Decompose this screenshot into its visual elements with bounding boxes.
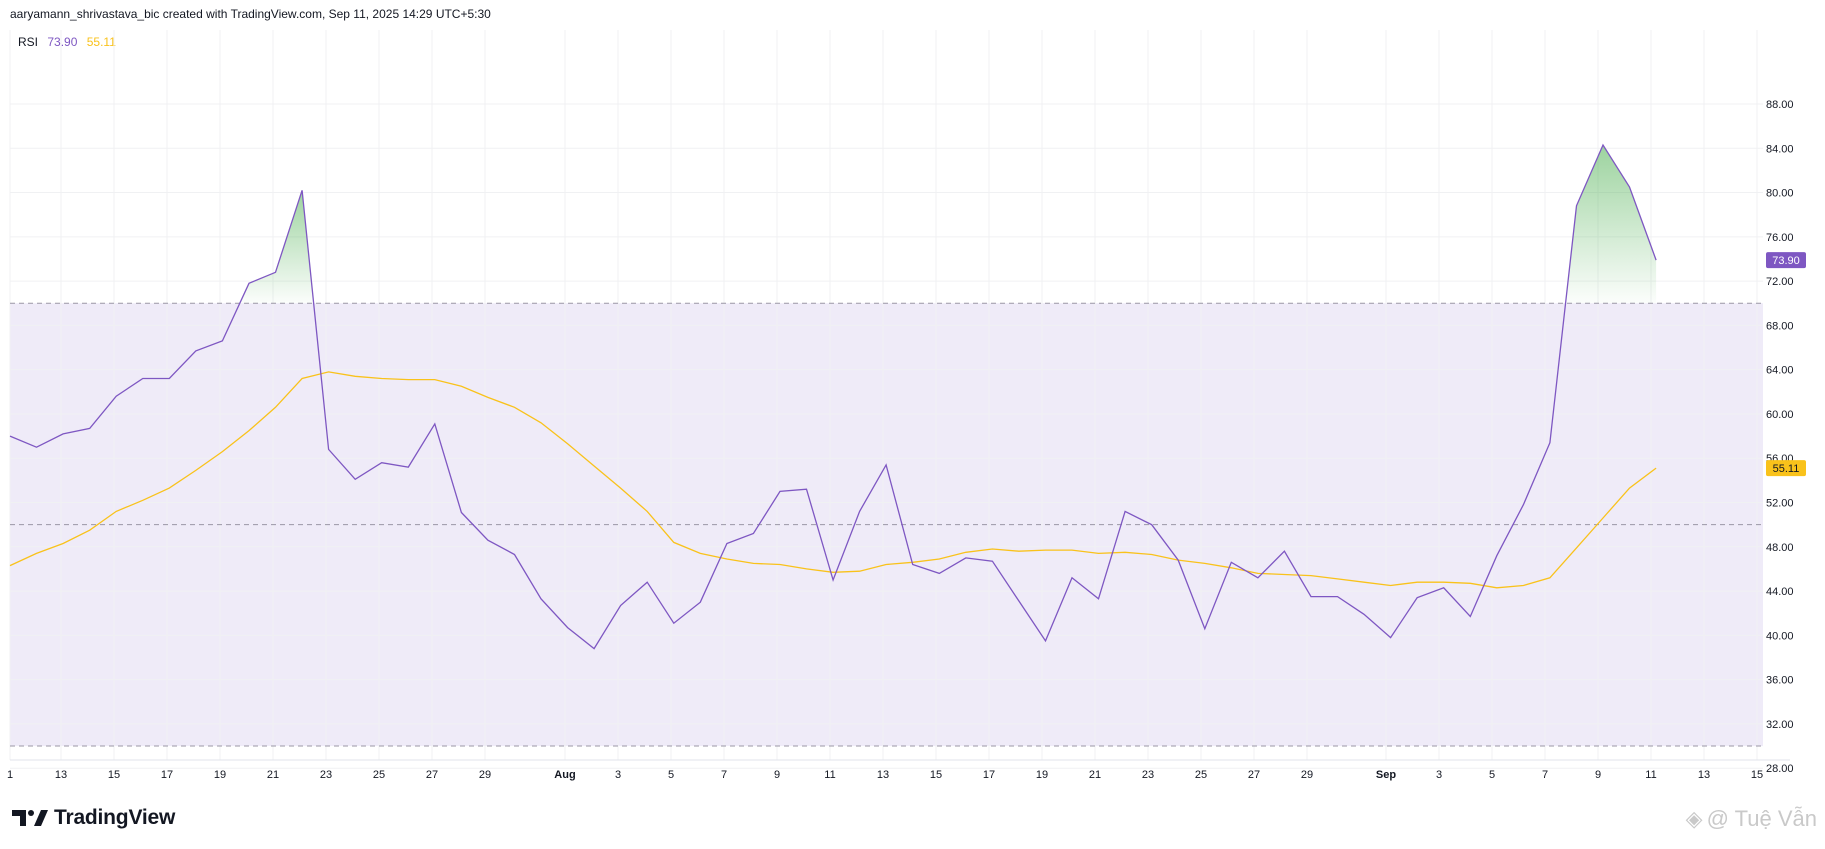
x-tick-label: 15 — [1751, 769, 1763, 781]
y-tick-label: 40.00 — [1766, 630, 1794, 642]
tradingview-logo[interactable]: TradingView — [12, 806, 175, 830]
x-tick-label: 23 — [1142, 769, 1154, 781]
x-tick-label: 15 — [108, 769, 120, 781]
x-tick-label: 5 — [668, 769, 674, 781]
x-tick-label: 17 — [983, 769, 995, 781]
indicator-legend[interactable]: RSI 73.90 55.11 — [18, 35, 122, 49]
x-tick-label: 17 — [161, 769, 173, 781]
x-tick-label: Aug — [554, 769, 575, 781]
tradingview-brand-text: TradingView — [54, 806, 176, 829]
y-tick-label: 32.00 — [1766, 719, 1794, 731]
x-tick-label: 3 — [1436, 769, 1442, 781]
rsi-value-badge-bg — [1766, 252, 1806, 269]
x-tick-label: 9 — [1595, 769, 1601, 781]
x-tick-label: 9 — [774, 769, 780, 781]
x-tick-label: 21 — [1089, 769, 1101, 781]
x-tick-label: 27 — [426, 769, 438, 781]
rsi-ma-line[interactable] — [9, 371, 1657, 589]
y-tick-label: 44.00 — [1766, 586, 1794, 598]
x-tick-label: 29 — [1301, 769, 1313, 781]
y-tick-label: 68.00 — [1766, 320, 1794, 332]
y-tick-label: 60.00 — [1766, 409, 1794, 421]
x-tick-label: 13 — [55, 769, 67, 781]
y-tick-label: 84.00 — [1766, 143, 1794, 155]
x-tick-label: 7 — [1542, 769, 1548, 781]
x-tick-label: 29 — [479, 769, 491, 781]
ma-value-badge-bg — [1766, 460, 1806, 477]
x-tick-label: 5 — [1489, 769, 1495, 781]
x-tick-label: 7 — [721, 769, 727, 781]
indicator-name: RSI — [18, 35, 39, 49]
watermark: ◈ @ Tuệ Vẫn — [1686, 806, 1817, 832]
diamond-icon: ◈ — [1685, 806, 1703, 831]
y-tick-label: 28.00 — [1766, 763, 1794, 775]
y-tick-label: 48.00 — [1766, 542, 1794, 554]
x-tick-label: 13 — [877, 769, 889, 781]
y-tick-label: 72.00 — [1766, 276, 1794, 288]
rsi-line[interactable] — [9, 143, 1657, 650]
overbought-fill — [1565, 145, 1657, 304]
x-tick-label: 13 — [1698, 769, 1710, 781]
x-tick-label: 21 — [267, 769, 279, 781]
x-tick-label: 25 — [373, 769, 385, 781]
y-tick-label: 52.00 — [1766, 498, 1794, 510]
overbought-fill — [239, 190, 314, 304]
x-tick-label: 11 — [824, 769, 835, 781]
y-tick-label: 88.00 — [1766, 99, 1794, 111]
rsi-legend-value: 73.90 — [47, 35, 78, 49]
x-tick-label: 11 — [1645, 769, 1656, 781]
x-tick-label: 3 — [615, 769, 621, 781]
x-tick-label: 25 — [1195, 769, 1207, 781]
x-tick-label: 15 — [930, 769, 942, 781]
x-tick-label: 23 — [320, 769, 332, 781]
tradingview-logo-icon — [12, 810, 48, 826]
x-tick-label: 19 — [1036, 769, 1048, 781]
y-tick-label: 64.00 — [1766, 365, 1794, 377]
rsi-value-badge: 73.90 — [1772, 255, 1800, 267]
y-tick-label: 76.00 — [1766, 232, 1794, 244]
chart-attribution: aaryamann_shrivastava_bic created with T… — [10, 7, 491, 21]
ma-legend-value: 55.11 — [86, 35, 116, 49]
watermark-text: @ Tuệ Vẫn — [1706, 806, 1817, 831]
x-tick-label: Sep — [1376, 769, 1396, 781]
x-tick-label: 19 — [214, 769, 226, 781]
y-tick-label: 36.00 — [1766, 675, 1794, 687]
x-tick-label: 27 — [1248, 769, 1260, 781]
x-tick-label: 1 — [7, 769, 13, 781]
ma-value-badge: 55.11 — [1773, 463, 1800, 475]
y-tick-label: 80.00 — [1766, 188, 1794, 200]
